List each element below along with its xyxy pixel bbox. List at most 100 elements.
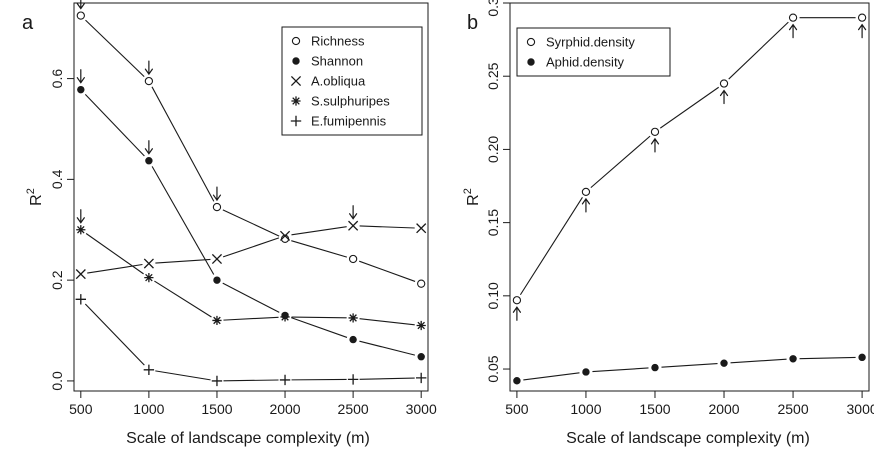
panel-a-legend-key-shannon: [292, 57, 300, 65]
panel-a-x-tick-label-1000: 1000: [133, 401, 164, 417]
panel-a-s-sulphuripes-segment-1: [154, 280, 212, 318]
panel-a-e-fumipennis-point-2500: [347, 374, 359, 385]
panel-a-shannon-point-1500: [213, 276, 221, 284]
panel-b-syrphid-density-segment-2: [659, 86, 720, 129]
panel-b-aphid-density-point-1500: [651, 363, 659, 372]
panel-b-legend-box: [516, 27, 671, 77]
panel-a-richness-point-2500: [348, 254, 358, 264]
panel-a-e-fumipennis-segment-4: [359, 377, 415, 380]
panel-a-richness-arrow-500: [76, 0, 85, 10]
panel-a-richness-segment-2: [222, 209, 280, 237]
panel-a-ylabel-text: R: [28, 194, 45, 206]
panel-a-richness-point-500: [76, 11, 85, 20]
panel-a-s-sulphuripes-point-2500: [348, 313, 358, 323]
panel-a-e-fumipennis-segment-1: [155, 370, 211, 381]
panel-a-shannon-segment-4: [359, 340, 416, 356]
panel-b-aphid-density-segment-4: [799, 356, 856, 360]
panel-a-e-fumipennis-point-3000: [415, 372, 427, 384]
panel-a-s-sulphuripes-point-500: [76, 225, 86, 235]
panel-a-e-fumipennis-point-2000: [279, 374, 291, 386]
panel-a-a-obliqua-arrow-2500: [349, 205, 358, 220]
panel-a-e-fumipennis-segment-2: [223, 379, 279, 382]
panel-a-richness-segment-0: [85, 19, 145, 77]
panel-a-a-obliqua-point-3000: [416, 223, 427, 234]
panel-a-x-tick-label-3000: 3000: [406, 401, 437, 417]
panel-a-shannon-point-1000: [145, 157, 153, 165]
panel-b-aphid-density-segment-1: [592, 367, 649, 373]
panel-a-y-tick-label-2: 0.4: [49, 169, 65, 189]
panel-a-richness-arrow-1500: [212, 186, 222, 202]
panel-b-syrphid-density-arrow-1000: [581, 197, 591, 213]
panel-a-s-sulphuripes-segment-2: [223, 316, 279, 321]
panel-b-aphid-density-point-500: [513, 377, 521, 385]
panel-b-ylabel-text: R: [465, 194, 482, 206]
panel-a-legend-label-e-fumipennis: E.fumipennis: [311, 114, 387, 129]
panel-a-legend-key-e-fumipennis: [290, 115, 302, 127]
panel-b-syrphid-density-point-500: [512, 296, 522, 305]
panel-b-aphid-density-point-2500: [789, 355, 797, 363]
panel-a-x-tick-label-500: 500: [69, 401, 93, 417]
panel-b-y-tick-label-2: 0.15: [485, 209, 501, 236]
panel-b-x-tick-label-1500: 1500: [639, 401, 670, 417]
panel-a-label: a: [22, 12, 34, 34]
panel-a-legend-label-richness: Richness: [311, 34, 365, 49]
panel-a-series-shannon: [76, 69, 425, 361]
panel-a-richness-segment-1: [151, 86, 215, 202]
panel-a-a-obliqua-segment-0: [87, 263, 143, 274]
panel-a-shannon-segment-0: [84, 93, 145, 157]
panel-b-plot-frame: [509, 2, 870, 392]
panel-a-y-tick-label-0: 0.0: [49, 371, 65, 391]
panel-a-e-fumipennis-point-500: [75, 294, 87, 305]
panel-b-label: b: [467, 12, 478, 34]
panel-a-shannon-point-2500: [349, 335, 357, 344]
panel-a-shannon-arrow-1000: [144, 140, 153, 155]
panel-b-aphid-density-segment-2: [661, 363, 718, 368]
panel-a-e-fumipennis-point-1000: [143, 364, 155, 376]
panel-a-shannon-segment-2: [222, 282, 280, 313]
panel-b-x-axis-title: Scale of landscape complexity (m): [566, 430, 810, 447]
panel-b-aphid-density-point-3000: [858, 353, 866, 362]
panel-a-s-sulphuripes-point-2000: [280, 312, 290, 322]
panel-b-y-axis-title: R2: [462, 188, 482, 206]
panel-a-e-fumipennis-segment-0: [84, 303, 145, 366]
panel-a-a-obliqua-segment-2: [222, 237, 280, 258]
panel-a-s-sulphuripes-segment-4: [359, 318, 415, 326]
panel-a-legend-label-shannon: Shannon: [311, 54, 363, 69]
panel-a-series-e-fumipennis: [75, 294, 427, 387]
panel-b-series-syrphid-density: [512, 13, 867, 321]
panel-b-legend-label-aphid-density: Aphid.density: [546, 55, 625, 70]
panel-b-aphid-density-point-2000: [720, 359, 728, 367]
panel-b-ylabel-superscript: 2: [462, 188, 474, 194]
panel-b-y-tick-label-0: 0.05: [485, 355, 501, 382]
panel-b-syrphid-density-segment-1: [590, 135, 651, 189]
panel-b-syrphid-density-arrow-500: [512, 306, 522, 321]
panel-a-y-tick-label-1: 0.2: [49, 270, 65, 290]
svg-text:R2: R2: [462, 188, 482, 206]
panel-a-e-fumipennis-point-1500: [211, 375, 223, 387]
panel-b-syrphid-density-point-1500: [650, 127, 660, 136]
panel-b-syrphid-density-arrow-2000: [719, 89, 729, 105]
panel-a-s-sulphuripes-arrow-500: [76, 209, 85, 224]
panel-a-a-obliqua-point-500: [75, 269, 86, 280]
panel-a-shannon-segment-1: [151, 166, 215, 275]
panel-b-x-tick-label-1000: 1000: [570, 401, 601, 417]
panel-b-aphid-density-segment-0: [523, 372, 580, 381]
panel-b-legend-key-syrphid-density: [526, 37, 536, 47]
panel-a-x-tick-label-1500: 1500: [201, 401, 232, 417]
panel-a-a-obliqua-segment-3: [291, 226, 347, 236]
panel-b-legend-key-aphid-density: [527, 58, 535, 66]
panel-b-x-tick-label-3000: 3000: [847, 401, 874, 417]
panel-b-legend: Syrphid.density Aphid.density: [516, 27, 671, 77]
panel-b-aphid-density-segment-3: [730, 358, 787, 364]
panel-a-s-sulphuripes-point-1500: [212, 315, 222, 326]
panel-b: b R2 Scale of landscape complexity (m): [462, 2, 870, 447]
panel-b-y-tick-label-5: 0.30: [485, 0, 501, 17]
panel-b-series-aphid-density: [513, 353, 866, 385]
panel-a-richness-point-3000: [417, 279, 426, 288]
panel-a-legend-label-a-obliqua: A.obliqua: [311, 74, 366, 89]
panel-a-axes: 500 1000 1500 2000 2500 3000 0.0 0.2 0.4 0.6: [49, 69, 437, 417]
panel-b-x-tick-label-2000: 2000: [708, 401, 739, 417]
panel-b-syrphid-density-segment-3: [728, 21, 789, 80]
panel-a-s-sulphuripes-point-1000: [144, 273, 154, 283]
